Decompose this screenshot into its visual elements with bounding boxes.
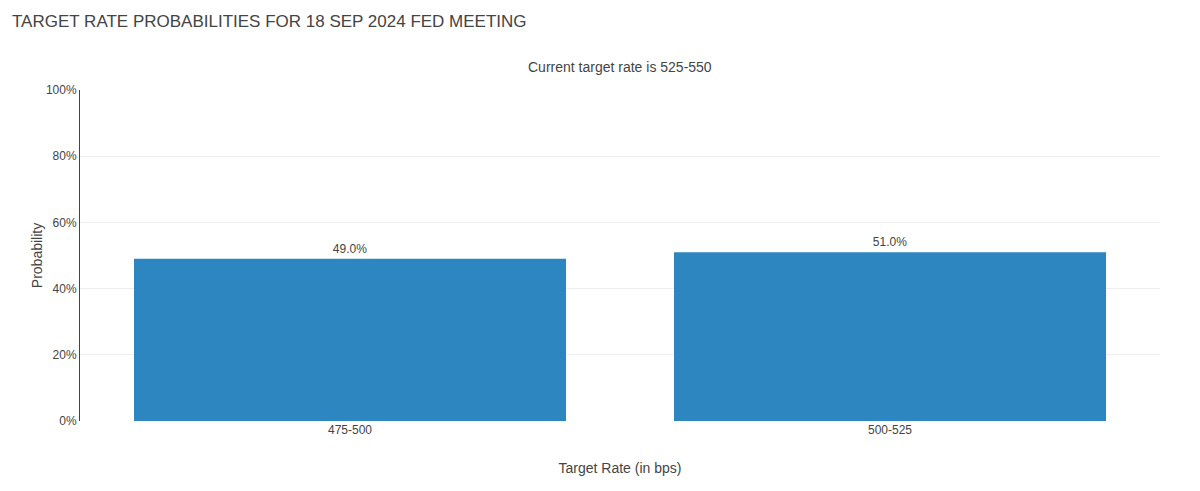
svg-text:0%: 0% — [59, 414, 77, 428]
svg-text:Probability: Probability — [29, 223, 45, 288]
svg-text:80%: 80% — [53, 149, 77, 163]
svg-text:500-525: 500-525 — [868, 423, 912, 437]
svg-text:475-500: 475-500 — [328, 423, 372, 437]
svg-text:TARGET RATE PROBABILITIES FOR: TARGET RATE PROBABILITIES FOR 18 SEP 202… — [12, 12, 527, 31]
svg-text:100%: 100% — [46, 83, 77, 97]
svg-text:51.0%: 51.0% — [873, 235, 907, 249]
svg-text:20%: 20% — [53, 348, 77, 362]
svg-text:40%: 40% — [53, 282, 77, 296]
svg-text:49.0%: 49.0% — [333, 242, 367, 256]
svg-text:60%: 60% — [53, 216, 77, 230]
svg-text:Target Rate (in bps): Target Rate (in bps) — [559, 460, 682, 476]
svg-text:Current target rate is 525-550: Current target rate is 525-550 — [528, 59, 712, 75]
